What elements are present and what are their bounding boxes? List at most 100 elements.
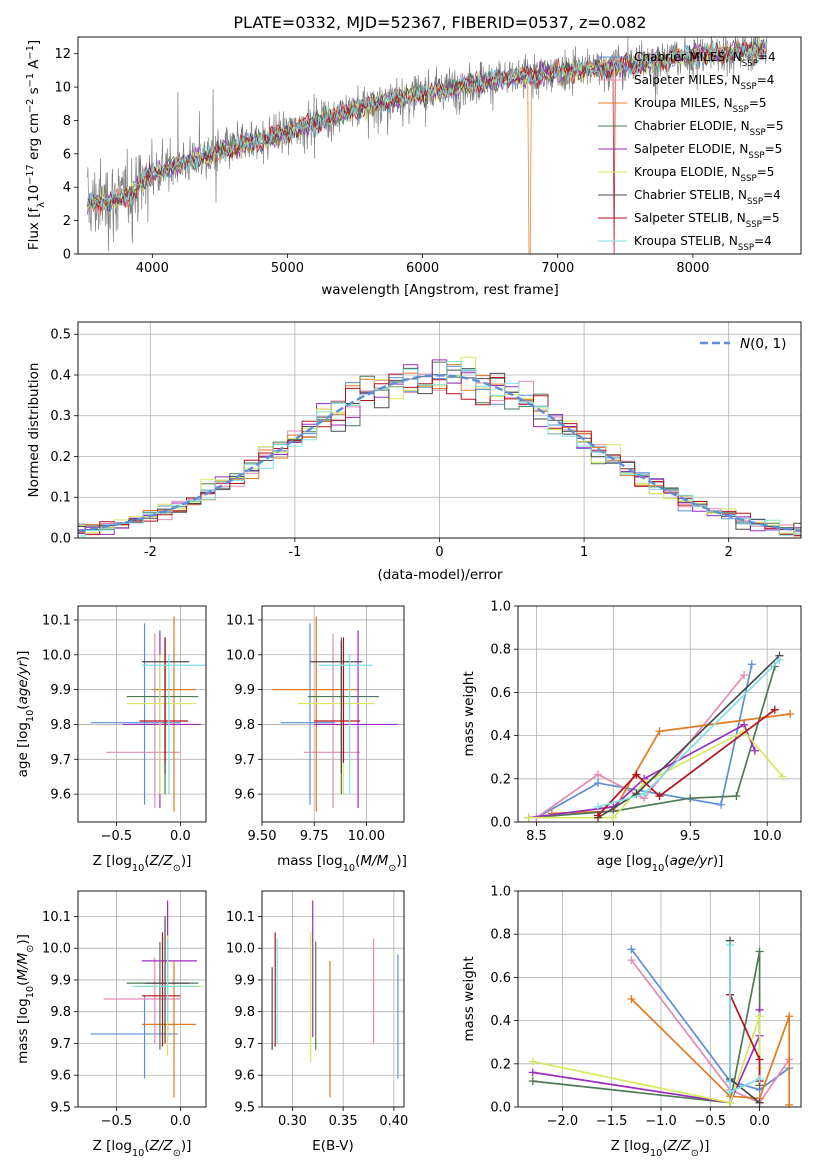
mass-extinction-plot-area xyxy=(262,891,404,1107)
mass-weight-line xyxy=(532,951,761,1104)
model-spectrum-line xyxy=(87,39,767,209)
mass-weight-line xyxy=(597,709,776,817)
y-tick-label: 0.3 xyxy=(50,409,71,424)
y-tick-label: 9.7 xyxy=(234,1037,255,1052)
y-tick-label: 0.0 xyxy=(490,816,511,831)
mass-weight-line xyxy=(597,655,781,819)
mass-weight-line xyxy=(532,1016,761,1104)
mass-weight-marker xyxy=(755,1012,764,1021)
x-tick-label: 5000 xyxy=(271,261,304,276)
y-tick-label: 1.0 xyxy=(490,885,511,900)
x-tick-label: 1 xyxy=(580,545,588,560)
y-axis-label: age [log10(age/yr)] xyxy=(15,651,36,778)
y-tick-label: 9.8 xyxy=(234,1005,255,1020)
mass-weight-marker xyxy=(770,705,779,714)
x-tick-label: −0.5 xyxy=(694,1114,726,1129)
y-tick-label: 9.6 xyxy=(50,1069,71,1084)
mass-weight-marker xyxy=(655,792,664,801)
y-tick-label: 12 xyxy=(54,47,71,62)
mass-weight-marker xyxy=(655,727,664,736)
x-tick-label: −1.5 xyxy=(596,1114,628,1129)
y-tick-label: 10.0 xyxy=(226,942,255,957)
y-tick-label: 9.6 xyxy=(50,788,71,803)
x-tick-label: 0.40 xyxy=(379,1114,408,1129)
y-tick-label: 10 xyxy=(54,81,71,96)
mass-weight-marker xyxy=(593,802,602,811)
mass-weight-marker xyxy=(627,945,636,954)
histogram-step-line xyxy=(78,361,801,537)
mass-weight-marker xyxy=(750,746,759,755)
y-tick-label: 0.0 xyxy=(50,532,71,547)
x-tick-label: 9.50 xyxy=(248,829,277,844)
x-tick-label: 9.0 xyxy=(603,829,624,844)
y-tick-label: 9.6 xyxy=(234,1069,255,1084)
y-tick-label: 0.1 xyxy=(50,491,71,506)
mass-weight-marker xyxy=(593,779,602,788)
y-tick-label: 0.4 xyxy=(50,368,71,383)
residuals-plot-area xyxy=(78,322,801,538)
y-tick-label: 9.7 xyxy=(50,753,71,768)
x-tick-label: 0.0 xyxy=(170,829,191,844)
y-tick-label: 9.8 xyxy=(50,1005,71,1020)
y-tick-label: 10.0 xyxy=(42,648,71,663)
x-axis-label: E(B-V) xyxy=(312,1138,354,1154)
mass-weight-marker xyxy=(755,947,764,956)
x-axis-label: age [log10(age/yr)] xyxy=(597,853,724,874)
mass-weight-marker xyxy=(528,1077,537,1086)
legend-label: Salpeter MILES, NSSP=4 xyxy=(634,73,774,92)
mass-weight-marker xyxy=(717,800,726,809)
mass-weight-marker xyxy=(786,710,795,718)
histogram-step-line xyxy=(78,356,801,534)
x-tick-label: 9.5 xyxy=(680,829,701,844)
mass-weight-marker xyxy=(686,794,695,803)
y-tick-label: 0.4 xyxy=(490,729,511,744)
residuals-frame xyxy=(77,321,802,539)
y-tick-label: 9.5 xyxy=(234,1101,255,1116)
mass-weight-age-plot-area xyxy=(518,606,801,822)
y-tick-label: 0.2 xyxy=(490,772,511,787)
mass-weight-marker xyxy=(740,671,749,680)
x-tick-label: −0.5 xyxy=(101,1114,133,1129)
x-axis-label: wavelength [Angstrom, rest frame] xyxy=(321,282,559,298)
mass-weight-line xyxy=(528,666,776,819)
mass-weight-marker xyxy=(528,1057,537,1066)
mass-weight-marker xyxy=(627,956,636,965)
y-tick-label: 9.8 xyxy=(234,718,255,733)
x-tick-label: 10.0 xyxy=(753,829,782,844)
mass-weight-line xyxy=(532,1009,761,1104)
x-tick-label: 0 xyxy=(435,545,443,560)
x-tick-label: -2 xyxy=(144,545,157,560)
spectrum-plot-area xyxy=(87,37,768,254)
x-tick-label: −0.5 xyxy=(101,829,133,844)
x-tick-label: 8000 xyxy=(676,261,709,276)
y-tick-label: 8 xyxy=(63,114,71,129)
y-tick-label: 0.5 xyxy=(50,328,71,343)
y-tick-label: 4 xyxy=(63,181,71,196)
mass-weight-marker xyxy=(785,1012,794,1021)
x-axis-label: (data-model)/error xyxy=(377,567,503,583)
y-tick-label: 9.9 xyxy=(50,683,71,698)
mass-weight-marker xyxy=(528,1068,537,1077)
y-tick-label: 2 xyxy=(63,214,71,229)
x-tick-label: 0.35 xyxy=(329,1114,358,1129)
gaussian-reference-line xyxy=(78,374,801,533)
y-tick-label: 9.9 xyxy=(234,973,255,988)
legend-label: Chabrier STELIB, NSSP=4 xyxy=(634,188,781,207)
mass-weight-marker xyxy=(726,1087,735,1096)
legend-label: Chabrier ELODIE, NSSP=5 xyxy=(634,119,783,138)
mass-weight-marker xyxy=(726,1098,735,1107)
legend-label: N(0, 1) xyxy=(740,336,786,352)
x-axis-label: Z [log10(Z/Z⊙)] xyxy=(93,1138,192,1159)
legend-label: Salpeter STELIB, NSSP=5 xyxy=(634,211,780,230)
mass-weight-marker xyxy=(755,1098,764,1107)
mass-weight-marker xyxy=(726,941,735,949)
mass-weight-marker xyxy=(593,811,602,820)
x-tick-label: 6000 xyxy=(406,261,439,276)
y-tick-label: 0.4 xyxy=(490,1014,511,1029)
y-tick-label: 0.2 xyxy=(50,450,71,465)
y-tick-label: 0.8 xyxy=(490,928,511,943)
mass-weight-marker xyxy=(778,772,787,781)
x-tick-label: 0.0 xyxy=(749,1114,770,1129)
age-mass-frame xyxy=(261,605,405,823)
